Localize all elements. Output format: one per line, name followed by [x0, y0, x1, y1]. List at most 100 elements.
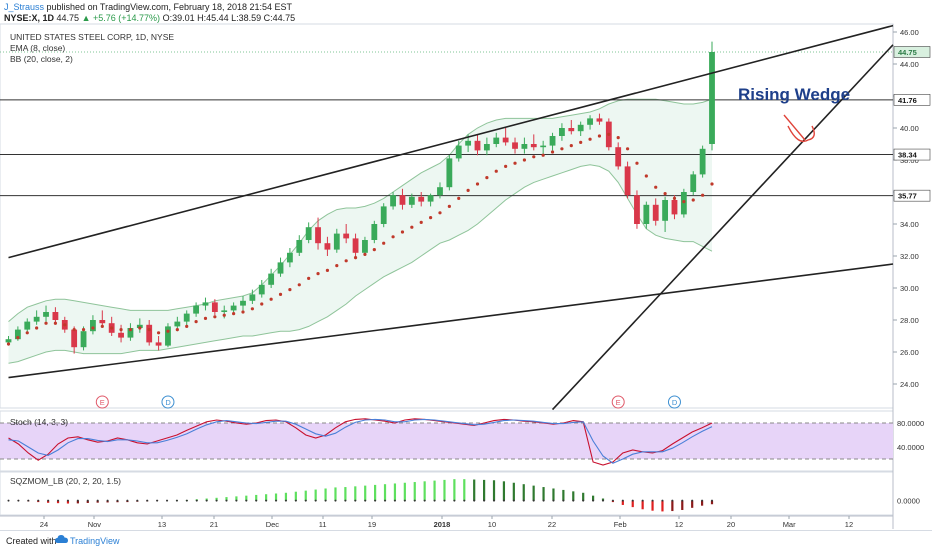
ema-dot — [260, 302, 264, 306]
squeeze-dot — [304, 499, 307, 502]
ema-dot — [429, 216, 433, 220]
candle-body — [174, 321, 181, 327]
candle-body — [5, 339, 12, 343]
candle-body — [399, 195, 406, 205]
candle-body — [530, 144, 537, 148]
lower-trendline — [8, 263, 894, 379]
ema-dot — [672, 196, 677, 200]
ema-dot — [91, 326, 95, 330]
tradingview-brand[interactable]: TradingView — [70, 536, 120, 546]
squeeze-dot — [701, 499, 704, 502]
ema-dot — [701, 193, 705, 197]
event-marker-label: D — [672, 398, 678, 407]
event-marker-label: E — [616, 398, 621, 407]
candle-body — [568, 128, 575, 132]
ema-dot — [372, 248, 376, 252]
ema-dot — [185, 324, 189, 328]
author-link[interactable]: J_Strauss — [4, 2, 45, 12]
candle-body — [690, 174, 697, 192]
candle-body — [380, 206, 387, 224]
price-tick-label: 40.00 — [900, 124, 919, 133]
candle-body — [502, 137, 509, 143]
ema-dot — [53, 321, 58, 325]
ema-legend[interactable]: EMA (8, close) — [10, 43, 66, 53]
price-tick-label: 34.00 — [900, 220, 919, 229]
price-tick-label: 38.00 — [900, 156, 919, 165]
ema-dot — [213, 315, 217, 319]
ema-dot — [644, 174, 648, 178]
price-axis-marker — [893, 46, 931, 58]
ema-dot — [232, 312, 236, 316]
squeeze-dot — [116, 499, 119, 502]
price-tick-label: 30.00 — [900, 284, 919, 293]
footer-bar: Created with TradingView — [0, 530, 932, 551]
stoch-band-fill — [0, 423, 893, 459]
squeeze-dot — [334, 499, 337, 502]
candle-body — [277, 262, 284, 274]
ema-dot — [307, 276, 311, 280]
sqzmom-legend[interactable]: SQZMOM_LB (20, 2, 20, 1.5) — [10, 476, 122, 486]
price-tick-label: 28.00 — [900, 316, 919, 325]
candle-body — [540, 145, 547, 148]
squeeze-dot — [651, 499, 654, 502]
date-tick-label: 21 — [210, 520, 218, 529]
squeeze-dot — [443, 499, 446, 502]
squeeze-dot — [284, 499, 287, 502]
candle-body — [559, 128, 565, 136]
squeeze-dot — [602, 499, 605, 502]
event-marker-label: D — [165, 398, 171, 407]
price-change: ▲ +5.76 (+14.77%) — [81, 13, 161, 23]
date-tick-label: 12 — [845, 520, 853, 529]
publish-line: J_Strauss published on TradingView.com, … — [4, 2, 292, 12]
candle-body — [362, 240, 368, 253]
ema-dot — [316, 272, 320, 276]
candle-body — [315, 227, 321, 244]
date-tick-label: 22 — [548, 520, 556, 529]
ema-dot — [625, 147, 630, 151]
ema-dot — [466, 188, 470, 192]
candle-body — [258, 284, 265, 295]
event-marker — [611, 395, 625, 409]
squeeze-dot — [512, 499, 515, 502]
candle-body — [80, 331, 87, 348]
candle-body — [709, 52, 715, 144]
ema-dot — [550, 150, 555, 154]
squeeze-dot — [433, 499, 436, 502]
candle-body — [14, 329, 21, 340]
ema-dot — [391, 235, 395, 239]
publish-text: published on TradingView.com, February 1… — [44, 2, 293, 12]
candle-body — [634, 195, 640, 224]
stoch-legend[interactable]: Stoch (14, 3, 3) — [10, 417, 69, 427]
candle-body — [71, 329, 78, 348]
ema-dot — [597, 134, 602, 138]
candle-body — [699, 148, 706, 175]
price-axis-marker — [893, 94, 931, 106]
candle-body — [24, 321, 31, 330]
ema-dot — [663, 192, 667, 196]
candle-body — [446, 158, 453, 188]
candle-body — [652, 204, 659, 221]
candle-body — [146, 324, 153, 343]
ema-dot — [194, 320, 198, 324]
ema-dot — [16, 336, 20, 340]
squeeze-dot — [195, 499, 198, 502]
squeeze-dot — [374, 499, 377, 502]
ema-dot — [513, 161, 517, 165]
candle-body — [305, 227, 312, 240]
ema-dot — [541, 153, 545, 157]
ema-dot — [485, 176, 489, 180]
candle-body — [127, 328, 134, 338]
candle-body — [249, 294, 256, 301]
ema-dot — [297, 283, 301, 287]
candle-body — [549, 136, 556, 146]
ema-dot — [635, 161, 639, 165]
squeeze-dot — [691, 499, 694, 502]
date-tick-label: Nov — [88, 520, 102, 529]
ema-dot — [325, 268, 330, 272]
squeeze-dot — [542, 499, 545, 502]
price-tick-label: 46.00 — [900, 28, 919, 37]
candle-body — [324, 243, 331, 250]
ema-dot — [344, 259, 348, 263]
bb-legend[interactable]: BB (20, close, 2) — [10, 54, 73, 64]
